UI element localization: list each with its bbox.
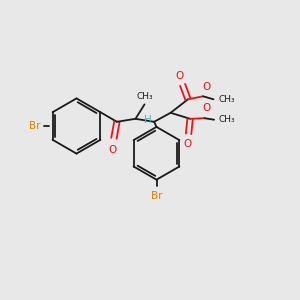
Text: O: O [202, 82, 210, 92]
Text: Br: Br [151, 191, 162, 201]
Text: CH₃: CH₃ [218, 95, 235, 104]
Text: O: O [109, 145, 117, 155]
Text: CH₃: CH₃ [137, 92, 153, 100]
Text: O: O [183, 139, 191, 149]
Text: CH₃: CH₃ [218, 115, 235, 124]
Text: O: O [203, 103, 211, 113]
Text: Br: Br [29, 121, 41, 131]
Text: H: H [144, 115, 152, 125]
Text: O: O [175, 71, 183, 81]
